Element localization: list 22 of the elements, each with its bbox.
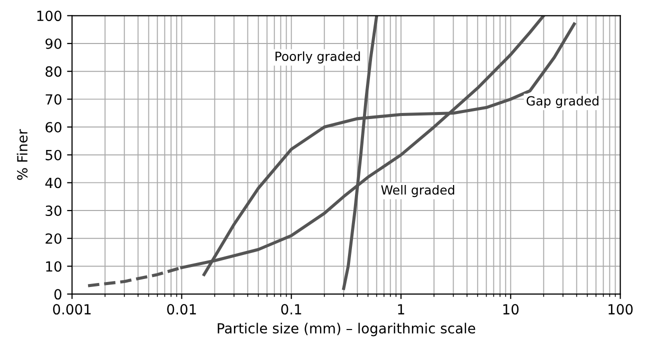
y-tick-label: 60 <box>46 122 62 132</box>
annotation: Poorly graded <box>276 51 360 64</box>
y-tick-label: 50 <box>46 150 62 160</box>
x-axis-title: Particle size (mm) – logarithmic scale <box>218 322 476 336</box>
x-tick-label: 0.001 <box>53 304 91 315</box>
x-tick-label: 100 <box>608 304 633 315</box>
y-tick-label: 80 <box>46 66 62 77</box>
annotation: Gap graded <box>526 96 598 108</box>
y-tick-label: 0 <box>54 289 62 300</box>
y-tick-label: 70 <box>46 94 62 105</box>
x-tick-label: 0.1 <box>281 304 302 315</box>
x-tick-label: 1 <box>398 304 404 314</box>
y-tick-label: 10 <box>46 261 62 272</box>
y-tick-label: 20 <box>46 233 62 244</box>
y-tick-label: 40 <box>45 178 62 188</box>
y-tick-label: 30 <box>46 206 62 216</box>
annotation: Well graded <box>381 185 454 198</box>
y-tick-label: 100 <box>37 10 62 22</box>
x-tick-label: 0.01 <box>167 304 196 315</box>
y-axis-title: % Finer <box>16 129 28 180</box>
x-tick-label: 10 <box>503 304 519 315</box>
y-tick-label: 90 <box>46 38 62 49</box>
